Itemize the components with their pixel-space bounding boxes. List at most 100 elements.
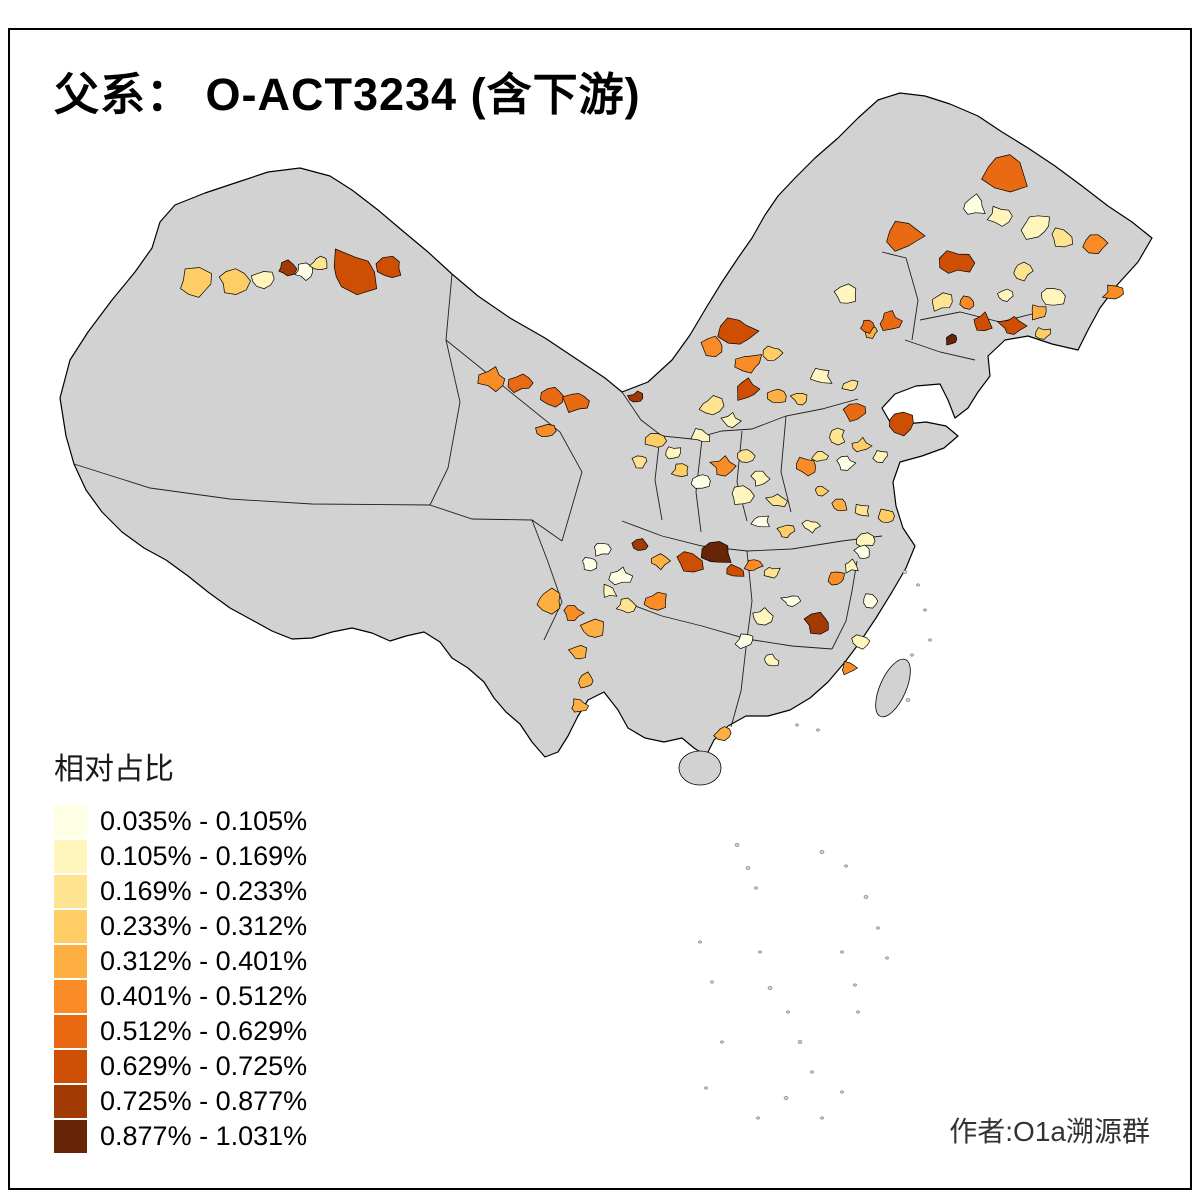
legend-item: 0.512% - 0.629% [54, 1014, 307, 1049]
map-region [1020, 215, 1050, 240]
map-region [963, 193, 986, 215]
sea-island [923, 608, 927, 612]
legend-item: 0.725% - 0.877% [54, 1084, 307, 1119]
sea-island [786, 1010, 790, 1014]
legend-item: 0.629% - 0.725% [54, 1049, 307, 1084]
map-region [886, 220, 926, 252]
legend-swatch [54, 1015, 87, 1048]
map-region [650, 553, 672, 571]
sea-island [810, 1070, 814, 1074]
map-region [643, 591, 667, 611]
sea-island [844, 864, 848, 868]
map-region [879, 310, 903, 331]
sea-island [876, 926, 880, 930]
attribution: 作者:O1a溯源群 [949, 1116, 1150, 1147]
map-region [860, 319, 875, 334]
map-region [829, 427, 846, 446]
sea-island [863, 895, 869, 899]
legend-label: 0.512% - 0.629% [100, 1016, 308, 1046]
map-region [690, 474, 711, 489]
legend-label: 0.233% - 0.312% [100, 911, 308, 941]
map-region [582, 557, 598, 572]
map-region [986, 205, 1013, 227]
map-region [996, 315, 1028, 335]
legend-label: 0.725% - 0.877% [100, 1086, 308, 1116]
map-region [833, 283, 857, 304]
legend-label: 0.401% - 0.512% [100, 981, 308, 1011]
sea-island [745, 866, 751, 870]
map-region [615, 597, 637, 614]
map-region [889, 411, 914, 437]
map-region [562, 393, 590, 413]
map-region [842, 660, 859, 676]
map-region [700, 335, 723, 358]
map-region [536, 587, 561, 615]
map-region [731, 485, 755, 505]
sea-island [856, 1010, 860, 1014]
map-region [1041, 288, 1066, 306]
sea-island [734, 843, 740, 847]
map-region [690, 428, 711, 443]
map-region [815, 485, 830, 497]
map-region [981, 154, 1028, 193]
map-region [877, 508, 895, 524]
map-region [709, 455, 737, 477]
sea-island [698, 940, 702, 944]
map-region [579, 618, 604, 638]
map-region [1035, 327, 1051, 340]
south-china-sea-islands [698, 570, 932, 1120]
map-region [535, 424, 557, 438]
legend-label: 0.877% - 1.031% [100, 1121, 308, 1151]
legend-swatch [54, 945, 87, 978]
map-region [1013, 261, 1034, 282]
map-region [567, 645, 588, 660]
map-region [540, 386, 564, 408]
sea-island [905, 698, 911, 702]
map-region [218, 268, 251, 295]
map-region [717, 317, 760, 345]
map-region [854, 503, 870, 517]
sea-island [767, 986, 773, 990]
sea-island [840, 1090, 844, 1094]
map-region [810, 450, 829, 462]
map-region [180, 267, 212, 298]
map-region [250, 271, 275, 290]
map-region [593, 542, 612, 557]
map-region [571, 698, 590, 713]
legend-item: 0.877% - 1.031% [54, 1119, 307, 1154]
map-region [608, 566, 634, 586]
legend-swatch [54, 1085, 87, 1118]
map-region [853, 544, 870, 560]
sea-island [710, 980, 714, 984]
map-region [996, 288, 1014, 302]
map-region [631, 455, 648, 469]
sea-island [797, 1040, 803, 1044]
sea-island [816, 728, 820, 732]
map-region [631, 538, 649, 551]
legend-swatch [54, 980, 87, 1013]
map-region [776, 524, 796, 538]
map-region [278, 259, 298, 277]
map-region [308, 255, 328, 270]
sea-island [795, 723, 799, 727]
map-region [507, 373, 534, 394]
map-region [809, 368, 833, 384]
map-region [946, 333, 958, 346]
map-region [973, 311, 993, 331]
map-region [844, 558, 859, 574]
sea-island [756, 1116, 760, 1120]
map-region [578, 671, 594, 689]
map-region [750, 515, 770, 528]
map-region [1082, 234, 1109, 254]
map-region [836, 455, 857, 471]
sea-island [853, 983, 857, 987]
map-region [939, 250, 976, 274]
sea-island [902, 570, 908, 574]
sea-island [840, 950, 844, 954]
map-region [644, 433, 668, 448]
sea-island [758, 950, 762, 954]
legend-label: 0.035% - 0.105% [100, 806, 308, 836]
legend-swatch [54, 805, 87, 838]
map-region [477, 366, 506, 393]
